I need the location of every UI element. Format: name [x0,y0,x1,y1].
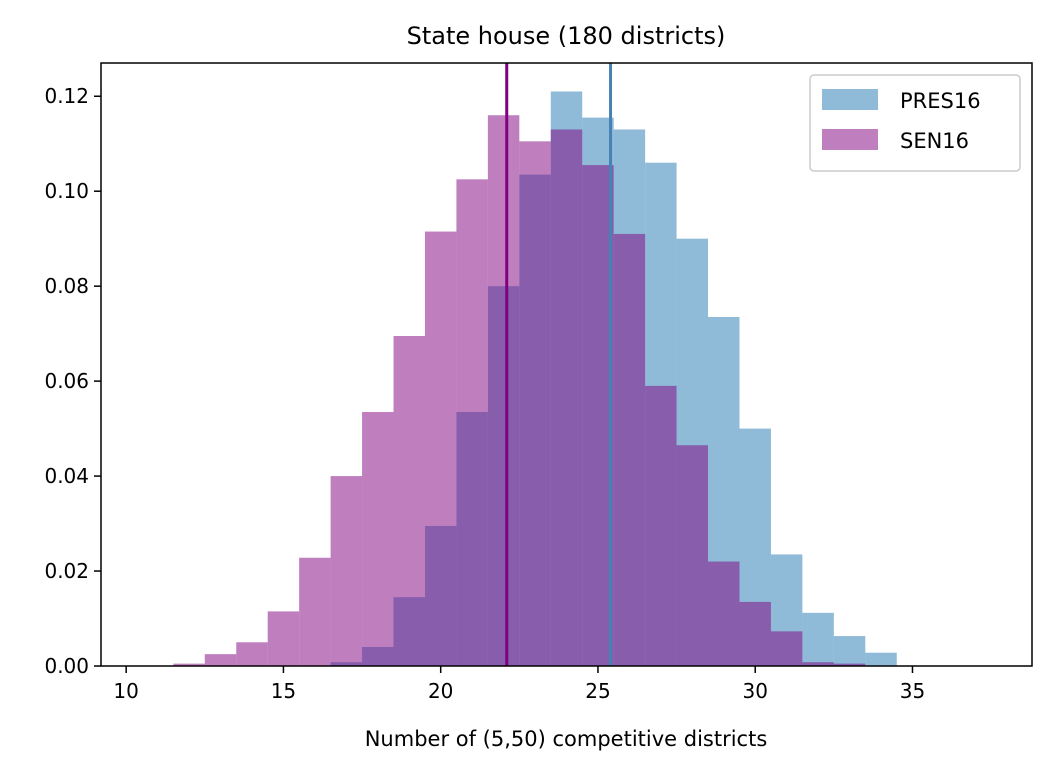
y-tick-label-2: 0.04 [44,464,89,488]
bar-sen16-6 [362,411,394,666]
legend-swatch-pres16 [822,89,878,110]
bar-sen16-21 [833,663,866,666]
x-tick-label-1: 15 [271,679,296,703]
bar-pres16-17 [865,652,897,666]
y-tick-label-3: 0.06 [44,369,89,393]
bar-sen16-4 [299,557,331,666]
bar-sen16-17 [708,561,740,666]
bars-layer [173,91,897,667]
bar-sen16-11 [519,141,551,666]
legend-label-sen16: SEN16 [900,129,969,153]
bar-sen16-8 [424,231,457,666]
vlines-layer [505,63,613,666]
y-tick-label-6: 0.12 [44,84,89,108]
bar-sen16-1 [204,654,237,666]
bar-pres16-15 [802,612,834,666]
y-tick-label-0: 0.00 [44,654,89,678]
y-tick-label-1: 0.02 [44,559,89,583]
chart-title: State house (180 districts) [407,22,726,50]
y-tick-label-5: 0.10 [44,179,89,203]
x-tick-label-0: 10 [113,679,138,703]
y-axis-ticks: 0.00 0.02 0.04 0.06 0.08 0.10 0.12 [44,84,101,678]
legend: PRES16 SEN16 [809,74,1021,172]
plot-frame [100,62,1033,667]
bar-sen16-9 [456,179,488,666]
x-tick-label-2: 20 [428,679,453,703]
bar-sen16-2 [236,642,268,666]
bar-sen16-3 [267,611,300,666]
bar-sen16-14 [613,233,646,666]
bar-sen16-15 [645,385,677,666]
x-tick-label-5: 35 [900,679,925,703]
legend-swatch-sen16 [822,129,878,150]
bar-sen16-13 [582,165,614,666]
bar-sen16-16 [676,445,709,666]
series-sen16 [173,115,866,667]
bar-sen16-19 [770,631,803,666]
y-tick-label-4: 0.08 [44,274,89,298]
x-axis-label: Number of (5,50) competitive districts [365,727,768,751]
x-tick-label-3: 25 [585,679,610,703]
bar-sen16-7 [393,336,425,666]
bar-pres16-16 [833,636,866,666]
x-axis-ticks: 10 15 20 25 30 35 [113,666,925,703]
bar-sen16-0 [173,663,205,666]
bar-sen16-20 [802,662,834,666]
bar-sen16-10 [487,115,520,667]
legend-label-pres16: PRES16 [900,89,981,113]
bar-sen16-5 [330,476,363,666]
bar-sen16-18 [739,601,771,666]
x-tick-label-4: 30 [742,679,767,703]
bar-sen16-12 [550,129,583,667]
